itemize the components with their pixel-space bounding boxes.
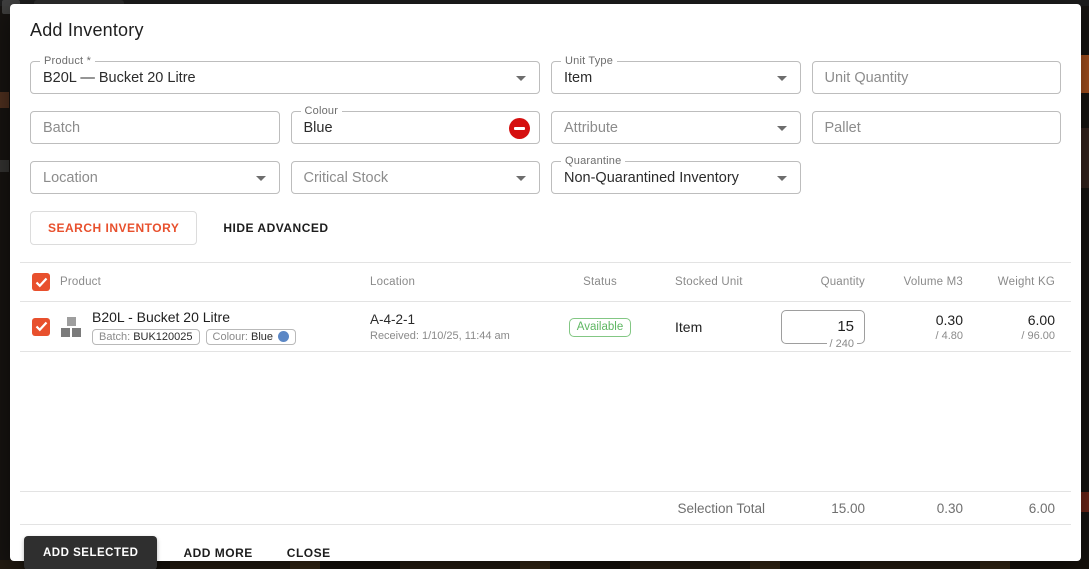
- volume-cell: 0.30 / 4.80: [865, 312, 963, 342]
- chevron-down-icon: [776, 176, 787, 181]
- row-product-name: B20L - Bucket 20 Litre: [92, 308, 231, 325]
- select-all-checkbox[interactable]: [32, 273, 50, 291]
- header-volume: Volume M3: [903, 276, 963, 288]
- chevron-down-icon: [776, 126, 787, 131]
- dialog-title: Add Inventory: [30, 20, 144, 40]
- product-label: Product *: [40, 55, 96, 68]
- check-icon: [35, 321, 47, 332]
- minus-glyph: [514, 127, 525, 130]
- unit-type-label: Unit Type: [561, 55, 618, 68]
- form-toolbar: SEARCH INVENTORY HIDE ADVANCED: [30, 211, 1071, 245]
- blue-colour-dot: [278, 331, 290, 342]
- critical-stock-select[interactable]: Critical Stock: [290, 161, 540, 194]
- row-weight-capacity: / 96.00: [1021, 329, 1055, 342]
- header-status: Status: [583, 276, 617, 288]
- quantity-value: 15: [837, 318, 854, 335]
- chevron-down-icon: [255, 176, 266, 181]
- colour-label: Colour: [300, 105, 343, 118]
- stocked-unit-cell: Item: [675, 318, 703, 335]
- hide-advanced-button[interactable]: HIDE ADVANCED: [215, 212, 336, 244]
- table-header-row: Product Location Status Stocked Unit Qua…: [20, 263, 1071, 302]
- quarantine-select[interactable]: Quarantine Non-Quarantined Inventory: [551, 155, 801, 194]
- row-select-cell: [32, 317, 60, 336]
- unit-quantity-input[interactable]: Unit Quantity: [811, 61, 1061, 94]
- search-inventory-button[interactable]: SEARCH INVENTORY: [30, 211, 198, 245]
- product-value: B20L — Bucket 20 Litre: [43, 69, 196, 86]
- row-volume-capacity: / 4.80: [935, 329, 963, 342]
- batch-input[interactable]: Batch: [30, 111, 280, 144]
- weight-cell: 6.00 / 96.00: [963, 312, 1055, 342]
- backdrop-topbar: [0, 0, 1089, 6]
- row-volume: 0.30: [935, 311, 963, 328]
- check-icon: [35, 277, 47, 287]
- row-weight: 6.00: [1027, 311, 1055, 328]
- row-checkbox[interactable]: [32, 317, 50, 336]
- attribute-chips: Batch: BUK120025 Colour: Blue: [92, 328, 297, 345]
- quantity-input[interactable]: 15 / 240: [781, 309, 865, 350]
- row-location: A-4-2-1: [370, 312, 416, 327]
- backdrop-right-fragment: [1081, 492, 1089, 512]
- status-cell: Available: [555, 317, 645, 337]
- quantity-cell: 15 / 240: [765, 309, 865, 350]
- add-more-button[interactable]: ADD MORE: [175, 537, 260, 569]
- backdrop-right-fragment: [1081, 128, 1089, 188]
- chevron-down-icon: [516, 176, 526, 181]
- product-select[interactable]: Product * B20L — Bucket 20 Litre: [30, 55, 540, 94]
- chevron-down-icon: [516, 76, 526, 81]
- location-placeholder: Location: [43, 169, 98, 186]
- backdrop-left-fragment: [0, 92, 9, 108]
- product-cell: B20L - Bucket 20 Litre Batch: BUK120025 …: [60, 309, 370, 345]
- row-received: Received: 1/10/25, 11:44 am: [370, 330, 510, 342]
- table-empty-area: [20, 352, 1071, 491]
- unit-quantity-placeholder: Unit Quantity: [824, 69, 909, 86]
- form-empty-cell: [812, 161, 1062, 194]
- stacked-boxes-icon: [60, 316, 83, 338]
- unit-type-select[interactable]: Unit Type Item: [551, 55, 801, 94]
- colour-value: Blue: [303, 119, 333, 136]
- backdrop-left-fragment: [0, 160, 9, 172]
- select-all-cell: [32, 273, 60, 291]
- add-selected-button[interactable]: ADD SELECTED: [24, 536, 158, 569]
- colour-select[interactable]: Colour Blue: [290, 105, 540, 144]
- critical-stock-placeholder: Critical Stock: [303, 169, 389, 186]
- header-stocked-unit: Stocked Unit: [675, 276, 743, 288]
- quarantine-value: Non-Quarantined Inventory: [564, 169, 739, 186]
- quantity-capacity: / 240: [826, 337, 857, 350]
- product-info: B20L - Bucket 20 Litre Batch: BUK120025 …: [92, 308, 297, 345]
- inventory-filter-form: Product * B20L — Bucket 20 Litre Unit Ty…: [20, 55, 1071, 194]
- dialog-footer: ADD SELECTED ADD MORE CLOSE: [20, 525, 1071, 569]
- header-quantity: Quantity: [820, 276, 865, 288]
- pallet-placeholder: Pallet: [824, 119, 861, 136]
- total-quantity: 15.00: [831, 500, 865, 516]
- header-location: Location: [370, 276, 416, 288]
- selection-total-row: Selection Total 15.00 0.30 6.00: [20, 491, 1071, 525]
- colour-chip: Colour: Blue: [205, 328, 297, 345]
- unit-type-value: Item: [564, 69, 593, 86]
- inventory-table: Product Location Status Stocked Unit Qua…: [20, 262, 1071, 525]
- total-weight: 6.00: [1028, 500, 1055, 516]
- backdrop-right-fragment: [1081, 55, 1089, 93]
- chevron-down-icon: [776, 76, 787, 81]
- attribute-select[interactable]: Attribute: [551, 111, 801, 144]
- location-cell: A-4-2-1 Received: 1/10/25, 11:44 am: [370, 311, 555, 342]
- attribute-placeholder: Attribute: [564, 119, 618, 136]
- header-weight: Weight KG: [997, 276, 1055, 288]
- status-badge: Available: [568, 317, 632, 337]
- batch-placeholder: Batch: [43, 119, 81, 136]
- close-button[interactable]: CLOSE: [279, 537, 339, 569]
- quarantine-label: Quarantine: [561, 155, 626, 168]
- header-product: Product: [60, 276, 102, 288]
- batch-chip: Batch: BUK120025: [92, 328, 200, 345]
- location-select[interactable]: Location: [30, 161, 280, 194]
- add-inventory-dialog: Add Inventory Product * B20L — Bucket 20…: [10, 4, 1081, 569]
- selection-total-label: Selection Total: [677, 500, 765, 516]
- backdrop-bottom-fragment: [0, 560, 1089, 569]
- remove-colour-icon[interactable]: [509, 118, 530, 139]
- pallet-input[interactable]: Pallet: [811, 111, 1061, 144]
- table-row: B20L - Bucket 20 Litre Batch: BUK120025 …: [20, 302, 1071, 352]
- total-volume: 0.30: [936, 500, 963, 516]
